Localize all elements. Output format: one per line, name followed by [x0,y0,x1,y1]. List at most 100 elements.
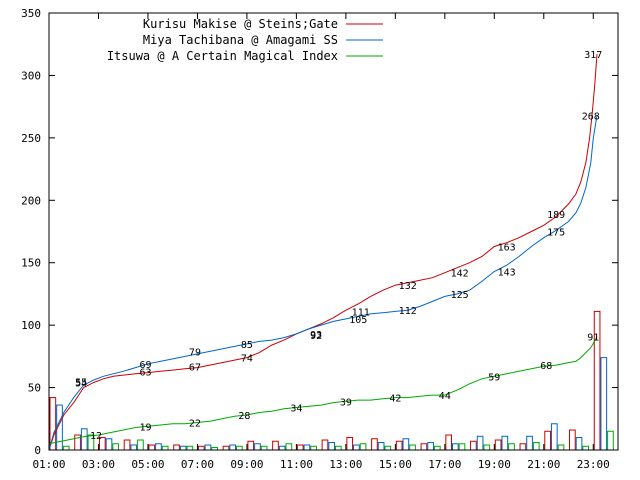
hourly-bar [296,444,304,451]
point-label: 69 [139,360,151,371]
hourly-bar [395,440,403,451]
point-label: 28 [238,411,250,422]
hourly-bar [328,442,335,451]
plot-frame [48,12,619,451]
point-label: 39 [340,397,352,408]
hourly-bar [445,434,453,451]
hourly-bar [272,440,279,451]
hourly-bar [179,445,187,451]
point-label: 92 [310,331,322,342]
point-label: 163 [498,242,516,253]
hourly-bar [236,445,243,451]
series-line [48,336,598,445]
hourly-bar [229,444,237,451]
hourly-bar [359,443,367,451]
point-label: 68 [540,361,552,372]
y-tick-label: 250 [21,132,41,145]
hourly-bar [508,443,515,451]
hourly-bar [260,445,268,451]
point-label: 125 [451,290,469,301]
point-label: 175 [547,228,565,239]
hourly-bar [476,435,484,451]
hourly-bar [130,444,138,451]
x-tick-label: 23:00 [577,458,610,471]
x-tick-label: 01:00 [32,458,65,471]
point-label: 12 [90,431,102,442]
hourly-bar [247,440,255,451]
x-tick-label: 17:00 [428,458,461,471]
hourly-bar [501,435,509,451]
point-label: 132 [399,281,417,292]
annotation-layer: 54 63 67 74 93 111 132 142 163 189 317 55 69 79 85 92 10… [75,50,602,442]
hourly-bar [483,444,491,451]
hourly-bar [452,443,459,451]
x-tick-label: 19:00 [478,458,511,471]
y-tick-label: 300 [21,69,41,82]
hourly-bar [105,438,113,451]
point-label: 74 [241,354,253,365]
hourly-bar [112,443,120,451]
hourly-bar [494,439,502,451]
x-tick-label: 07:00 [181,458,214,471]
hourly-bar [607,430,614,451]
legend-label: Miya Tachibana @ Amagami SS [143,33,338,47]
hourly-bar [346,437,354,451]
hourly-bar [62,445,70,451]
point-label: 268 [582,111,600,122]
legend: Kurisu Makise @ Steins;Gate Miya Tachiban… [107,17,383,63]
hourly-bar [371,438,378,451]
point-label: 93 [310,330,322,341]
point-label: 143 [498,267,516,278]
y-tick-label: 350 [21,7,41,20]
point-label: 19 [139,422,151,433]
hourly-bar [254,443,261,451]
point-label: 55 [75,377,87,388]
point-label: 317 [584,50,602,61]
hourly-bar [569,429,576,451]
hourly-bar [600,357,608,451]
hourly-bar [173,444,180,451]
hourly-bar [222,445,230,451]
point-label: 42 [389,394,401,405]
point-label: 111 [352,307,370,318]
x-tick-label: 13:00 [329,458,362,471]
x-tick-label: 09:00 [230,458,263,471]
point-label: 142 [451,269,469,280]
hourly-bar [402,438,410,451]
point-label: 22 [189,419,201,430]
hourly-bar [155,443,162,451]
x-tick-label: 11:00 [280,458,313,471]
point-label: 79 [189,347,201,358]
legend-label: Kurisu Makise @ Steins;Gate [143,17,338,31]
point-label: 112 [399,306,417,317]
point-label: 34 [290,404,302,415]
hourly-bar [123,439,131,451]
hourly-bar [470,440,477,451]
x-tick-label: 03:00 [82,458,115,471]
hourly-bar [334,445,342,451]
hourly-bar [582,445,590,451]
x-tick-label: 21:00 [527,458,560,471]
hourly-bar [458,443,466,451]
hourly-bar [285,443,293,451]
hourly-bar [137,439,144,451]
hourly-bar [519,443,527,451]
y-tick-label: 100 [21,319,41,332]
hourly-bar [353,444,360,451]
hourly-bar [186,445,194,451]
point-label: 85 [241,340,253,351]
hourly-bar [204,444,212,451]
point-label: 91 [587,332,599,343]
hourly-bar [278,445,286,451]
hourly-bar [80,428,88,451]
hourly-bar [409,444,416,451]
hourly-bar [377,442,385,451]
hourly-bar [427,442,434,451]
series-line [48,54,598,451]
hourly-bar [310,445,317,451]
series-line [48,115,598,451]
hourly-bar [321,439,329,451]
hourly-bar [526,435,533,451]
point-label: 105 [349,315,367,326]
